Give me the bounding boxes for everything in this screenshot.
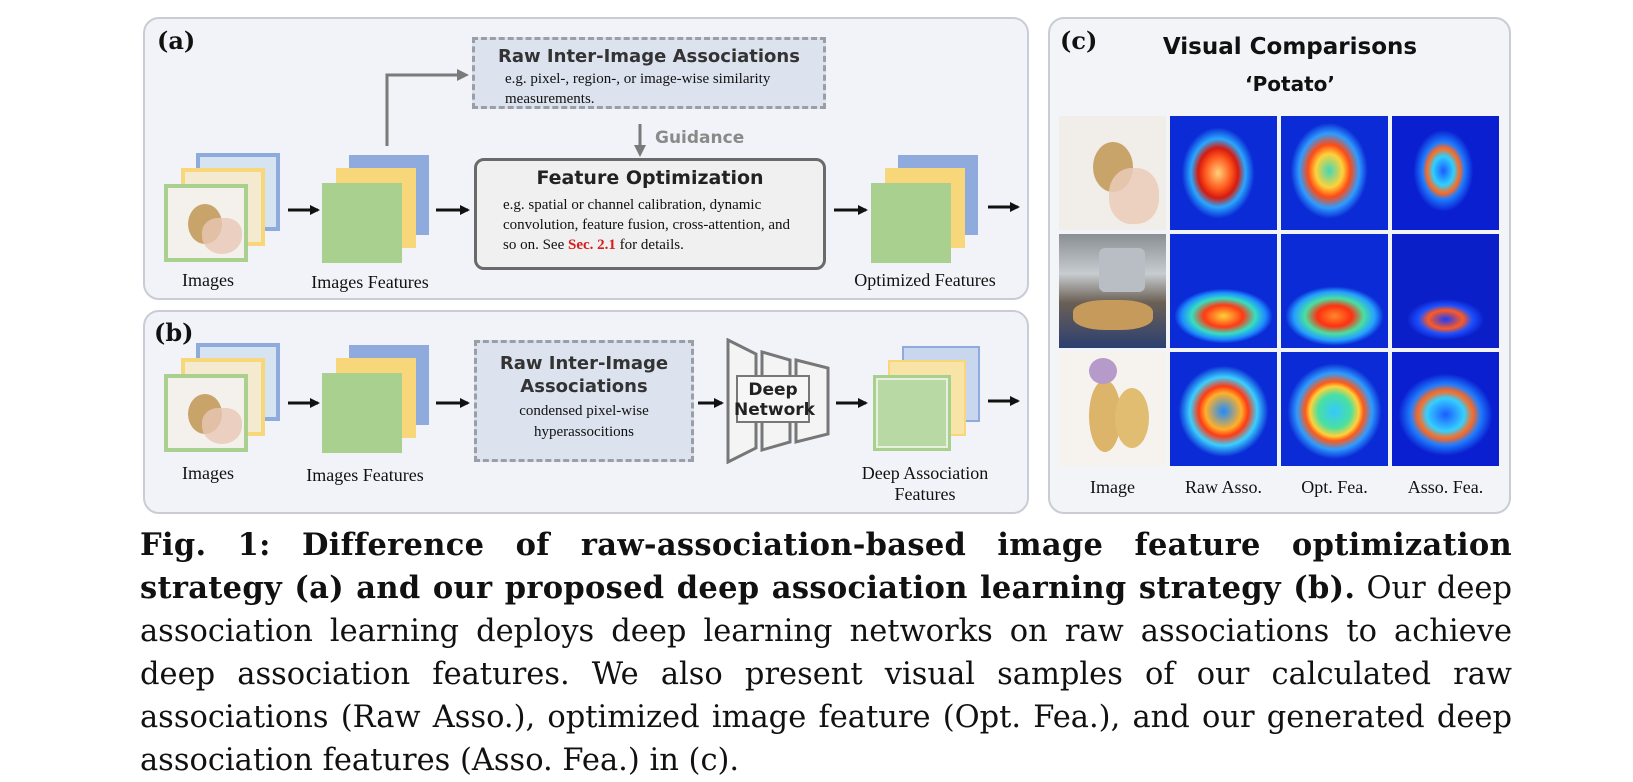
- figure-caption: Fig. 1: Difference of raw-association-ba…: [140, 524, 1512, 782]
- col-label-asso-fea: Asso. Fea.: [1407, 477, 1484, 497]
- arrow-to-raw: [385, 69, 469, 146]
- deep-network-label-bg: [736, 375, 810, 423]
- row1-hand: [1109, 168, 1159, 224]
- potato-photo: [164, 184, 248, 262]
- row1-image: [1059, 116, 1166, 230]
- row3-asso-fea: [1392, 352, 1499, 466]
- row3-image: [1059, 352, 1166, 466]
- images-label-b: Images: [182, 463, 234, 483]
- feature-optimization-title: Feature Optimization: [536, 167, 764, 189]
- feature-optimization-box: Feature Optimization e.g. spatial or cha…: [474, 158, 826, 270]
- row3-potato-right: [1115, 388, 1149, 448]
- feature-layer-green-b: [322, 373, 402, 453]
- row1-raw-asso: [1170, 116, 1277, 230]
- row2-pot: [1099, 248, 1145, 292]
- row3-opt-fea: [1281, 352, 1388, 466]
- panel-a-label: (a): [157, 26, 196, 55]
- raw-associations-text-a: e.g. pixel-, region-, or image-wise simi…: [505, 71, 771, 107]
- deep-association-label-1: Deep Association: [861, 463, 989, 483]
- row2-image: [1059, 234, 1166, 348]
- panel-b-label: (b): [154, 318, 194, 347]
- images-features-label-a: Images Features: [311, 272, 429, 292]
- raw-associations-title-b1: Raw Inter-Image: [499, 353, 669, 374]
- daf-layer-green: [873, 375, 951, 451]
- images-label-a: Images: [182, 270, 234, 290]
- deep-network-line1: Deep: [748, 380, 798, 400]
- raw-associations-title-a: Raw Inter-Image Associations: [498, 46, 800, 67]
- feature-optimization-text: e.g. spatial or channel calibration, dyn…: [477, 195, 823, 255]
- caption-rest: Our deep association learning deploys de…: [140, 571, 1512, 778]
- row1-asso-fea: [1392, 116, 1499, 230]
- fo-text-pre: e.g. spatial or channel calibration, dyn…: [503, 197, 791, 253]
- deep-network-label: Deep Network: [734, 380, 815, 420]
- row2-potatoes: [1073, 300, 1153, 330]
- row2-asso-fea: [1392, 234, 1499, 348]
- fo-text-post: for details.: [615, 237, 684, 253]
- row3-flower: [1089, 358, 1117, 384]
- deep-network-line2: Network: [734, 400, 815, 420]
- panel-c-label: (c): [1060, 26, 1098, 55]
- feature-layer-green: [322, 183, 402, 263]
- raw-associations-title-b2: Associations: [520, 376, 648, 397]
- optimized-features-label: Optimized Features: [854, 270, 996, 290]
- col-label-image: Image: [1090, 477, 1135, 497]
- raw-associations-text-b1: condensed pixel-wise: [519, 403, 649, 419]
- visual-comparisons-title: Visual Comparisons: [1162, 34, 1418, 60]
- col-label-opt-fea: Opt. Fea.: [1301, 477, 1368, 497]
- images-features-label-b: Images Features: [306, 465, 424, 485]
- section-reference: Sec. 2.1: [568, 237, 616, 253]
- col-label-raw-asso: Raw Asso.: [1184, 477, 1262, 497]
- potato-photo-b: [164, 374, 248, 452]
- guidance-label: Guidance: [655, 128, 745, 148]
- row2-opt-fea: [1281, 234, 1388, 348]
- row3-raw-asso: [1170, 352, 1277, 466]
- arrows-layer: [288, 69, 1020, 408]
- visual-comparisons-subtitle: ‘Potato’: [1245, 72, 1335, 96]
- raw-associations-box-a: Raw Inter-Image Associations e.g. pixel-…: [472, 37, 826, 109]
- row1-opt-fea: [1281, 116, 1388, 230]
- raw-associations-text-b2: hyperassocitions: [534, 424, 634, 440]
- caption-bold: Fig. 1: Difference of raw-association-ba…: [140, 527, 1512, 606]
- opt-layer-green: [871, 183, 951, 263]
- deep-association-label-2: Features: [894, 484, 956, 504]
- row2-raw-asso: [1170, 234, 1277, 348]
- hand-shape-b: [202, 408, 242, 444]
- hand-shape: [202, 218, 242, 254]
- raw-associations-box-b: Raw Inter-Image Associations condensed p…: [474, 340, 694, 462]
